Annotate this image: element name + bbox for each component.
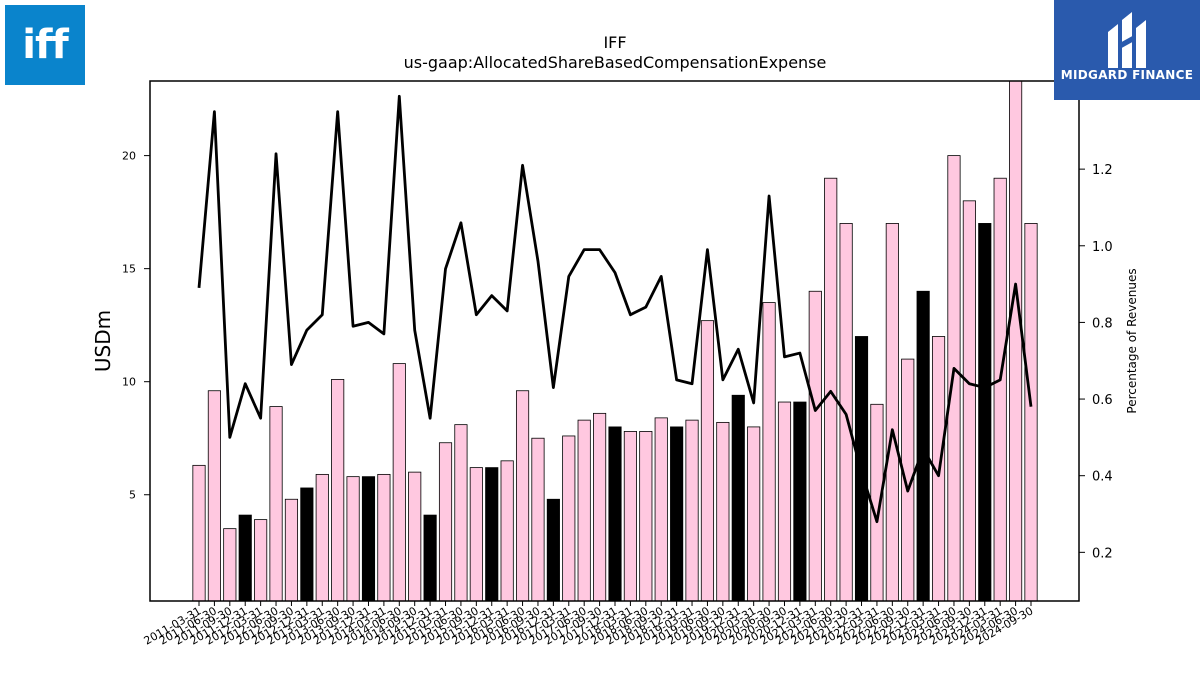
line-group bbox=[197, 94, 1033, 524]
bars-group bbox=[192, 80, 1038, 602]
bar bbox=[885, 223, 899, 602]
bar bbox=[670, 426, 684, 602]
bar bbox=[408, 471, 422, 602]
bar bbox=[700, 320, 715, 602]
bar bbox=[254, 519, 268, 602]
y-axis: 5 10 15 20 bbox=[122, 150, 150, 502]
bar bbox=[377, 473, 391, 602]
y2-tick-label: 0.8 bbox=[1092, 316, 1113, 331]
bar bbox=[824, 177, 838, 602]
bar bbox=[562, 435, 576, 602]
bar bbox=[639, 431, 653, 602]
iff-logo: iff bbox=[5, 5, 85, 85]
bar bbox=[238, 514, 252, 602]
y2-tick-label: 0.4 bbox=[1092, 470, 1113, 485]
chart-title: IFF bbox=[603, 33, 626, 52]
bar bbox=[361, 476, 376, 602]
bar bbox=[577, 419, 591, 602]
bar bbox=[1024, 223, 1038, 602]
bar bbox=[469, 467, 483, 602]
bar bbox=[993, 177, 1007, 602]
y2-tick-label: 1.2 bbox=[1092, 163, 1113, 178]
bar bbox=[485, 467, 499, 602]
bar bbox=[747, 426, 761, 602]
bar bbox=[392, 363, 406, 602]
bar bbox=[315, 473, 329, 602]
y2-axis-label: Percentage of Revenues bbox=[1125, 268, 1139, 413]
bar bbox=[716, 421, 730, 602]
bar bbox=[531, 437, 545, 602]
bar bbox=[300, 487, 314, 602]
bar bbox=[1009, 80, 1023, 602]
bar bbox=[947, 155, 961, 602]
midgard-logo-mark-icon bbox=[1108, 12, 1146, 68]
bar bbox=[978, 223, 992, 602]
bar bbox=[808, 290, 822, 602]
bar bbox=[916, 290, 930, 602]
bar bbox=[346, 476, 360, 602]
bar bbox=[793, 401, 807, 602]
bar bbox=[593, 412, 607, 602]
iff-logo-text: iff bbox=[22, 22, 69, 68]
bar bbox=[777, 401, 792, 602]
bar bbox=[608, 426, 622, 602]
bar bbox=[438, 442, 453, 602]
bar bbox=[731, 394, 745, 602]
bar bbox=[515, 390, 530, 602]
bar bbox=[207, 390, 221, 602]
bar bbox=[269, 406, 283, 602]
midgard-logo-text: MIDGARD FINANCE bbox=[1060, 68, 1194, 82]
bar bbox=[223, 528, 237, 602]
y2-tick-label: 0.6 bbox=[1092, 393, 1113, 408]
bar bbox=[654, 417, 668, 602]
bar bbox=[284, 498, 299, 602]
pct-revenues-line bbox=[197, 94, 1033, 524]
y2-tick-label: 0.2 bbox=[1092, 546, 1113, 561]
bar bbox=[762, 302, 776, 602]
midgard-finance-logo: MIDGARD FINANCE bbox=[1054, 0, 1200, 100]
x-axis: 2011-03-312011-06-302011-09-302011-12-31… bbox=[142, 601, 1036, 648]
y2-tick-label: 1.0 bbox=[1092, 240, 1113, 255]
bar bbox=[192, 464, 206, 602]
bar bbox=[623, 431, 637, 602]
bar bbox=[546, 498, 560, 602]
bar bbox=[685, 419, 699, 602]
y-axis-label: USDm bbox=[91, 310, 115, 372]
y-tick-label: 5 bbox=[129, 489, 136, 502]
bar bbox=[500, 460, 514, 602]
bar bbox=[423, 514, 437, 602]
y2-axis: 0.2 0.4 0.6 0.8 1.0 1.2 bbox=[1079, 163, 1113, 561]
bar bbox=[331, 379, 345, 602]
bar bbox=[962, 200, 976, 602]
y-tick-label: 20 bbox=[122, 150, 136, 163]
chart-subtitle: us-gaap:AllocatedShareBasedCompensationE… bbox=[404, 53, 827, 72]
y-tick-label: 15 bbox=[122, 263, 136, 276]
y-tick-label: 10 bbox=[122, 376, 136, 389]
bar bbox=[454, 424, 468, 602]
